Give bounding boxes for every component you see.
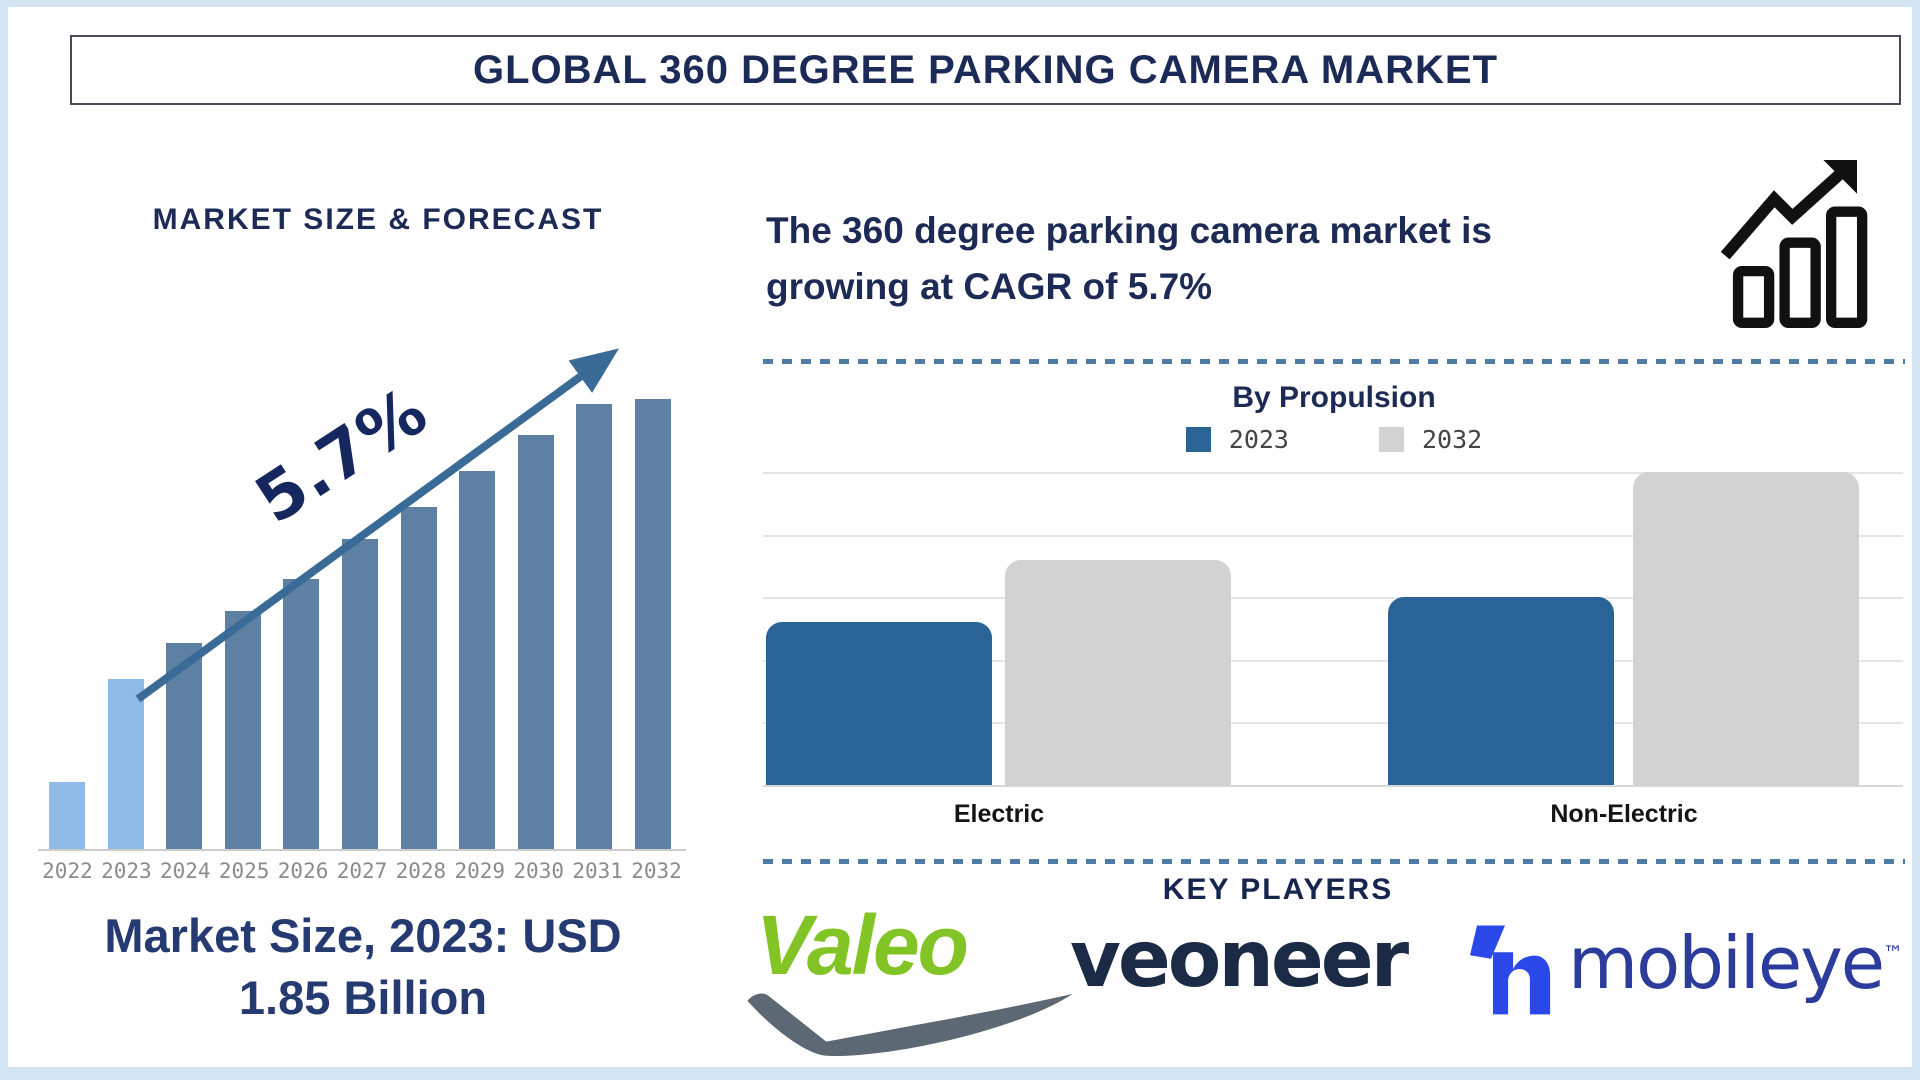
market-size-bar-chart: 5.7% [38,307,686,851]
market-size-caption: Market Size, 2023: USD 1.85 Billion [43,905,683,1029]
year-label-2030: 2030 [513,859,564,883]
electric-bar-2032 [1005,560,1231,785]
content-area: GLOBAL 360 DEGREE PARKING CAMERA MARKET … [8,7,1912,1067]
market-size-bar-2031 [576,404,612,850]
legend-label-2023: 2023 [1228,425,1289,454]
market-size-bar-2030 [518,435,554,850]
year-label-2025: 2025 [218,859,270,883]
market-size-bar-2025 [225,611,261,850]
non-electric-bar-2023 [1388,597,1614,785]
legend-label-2032: 2032 [1422,425,1483,454]
valeo-logo-text: Valeo [756,898,969,992]
legend-item-2032: 2032 [1379,425,1482,454]
x-axis-line [38,849,686,851]
category-label-electric: Electric [953,800,1045,828]
electric-bar-2023 [766,622,992,785]
dashed-divider-top [763,359,1905,364]
valeo-logo: Valeo [747,898,1073,1057]
market-size-bar-2023 [108,679,144,850]
market-size-bar-2026 [283,579,319,850]
headline-line-1: The 360 degree parking camera market is [766,210,1492,251]
market-size-bar-2028 [401,507,437,850]
caption-line-1: Market Size, 2023: USD [104,909,622,962]
legend-swatch-2032 [1379,427,1404,452]
by-propulsion-title: By Propulsion [1232,381,1436,414]
caption-line-2: 1.85 Billion [238,971,488,1025]
cagr-headline: The 360 degree parking camera market is … [766,203,1646,314]
market-size-bar-2027 [342,539,378,850]
market-size-bar-2029 [459,471,495,850]
year-label-2024: 2024 [159,859,211,883]
mobileye-logo-text: mobileye™ [1568,921,1904,1005]
gridline [763,660,1903,662]
market-size-section-title: MARKET SIZE & FORECAST [152,203,604,236]
market-size-bar-2032 [635,399,671,850]
trademark-symbol: ™ [1883,941,1904,965]
x-axis-line [763,785,1903,787]
growth-chart-icon [1720,160,1868,328]
key-players-title: KEY PLAYERS [1162,873,1394,906]
category-label-non-electric: Non-Electric [1550,800,1698,828]
page-title: GLOBAL 360 DEGREE PARKING CAMERA MARKET [70,35,1901,105]
year-label-2028: 2028 [395,859,447,883]
mobileye-m-icon [1470,925,1551,1015]
year-label-2023: 2023 [101,859,152,883]
non-electric-bar-2032 [1633,472,1859,785]
page-title-text: GLOBAL 360 DEGREE PARKING CAMERA MARKET [472,47,1498,92]
dashed-divider-bottom [763,859,1905,864]
market-size-bar-2022 [49,782,85,850]
valeo-swoosh-icon [747,993,1073,1057]
year-label-2032: 2032 [631,859,682,883]
legend-item-2023: 2023 [1185,425,1289,454]
market-size-bars [38,307,686,850]
headline-line-2: growing at CAGR of 5.7% [766,265,1213,307]
gridline [763,472,1903,474]
year-label-2022: 2022 [42,859,93,883]
year-axis-labels: 2022 2023 2024 2025 2026 2027 2028 2029 2030 2031… [38,859,686,883]
trend-arrow-icon [135,348,620,703]
legend-swatch-2023 [1185,427,1211,452]
gridline [763,722,1903,724]
mobileye-logo: mobileye™ [1456,915,1903,1027]
gridline [763,597,1903,599]
propulsion-legend: 2023 2032 [763,425,1905,454]
year-label-2027: 2027 [336,859,388,883]
year-label-2029: 2029 [454,859,506,883]
gridline [763,535,1903,537]
year-label-2026: 2026 [277,859,329,883]
veoneer-logo: veoneer [1070,915,1409,1005]
by-propulsion-grouped-bar-chart: Electric Non-Electric [763,472,1903,828]
year-label-2031: 2031 [572,859,623,883]
